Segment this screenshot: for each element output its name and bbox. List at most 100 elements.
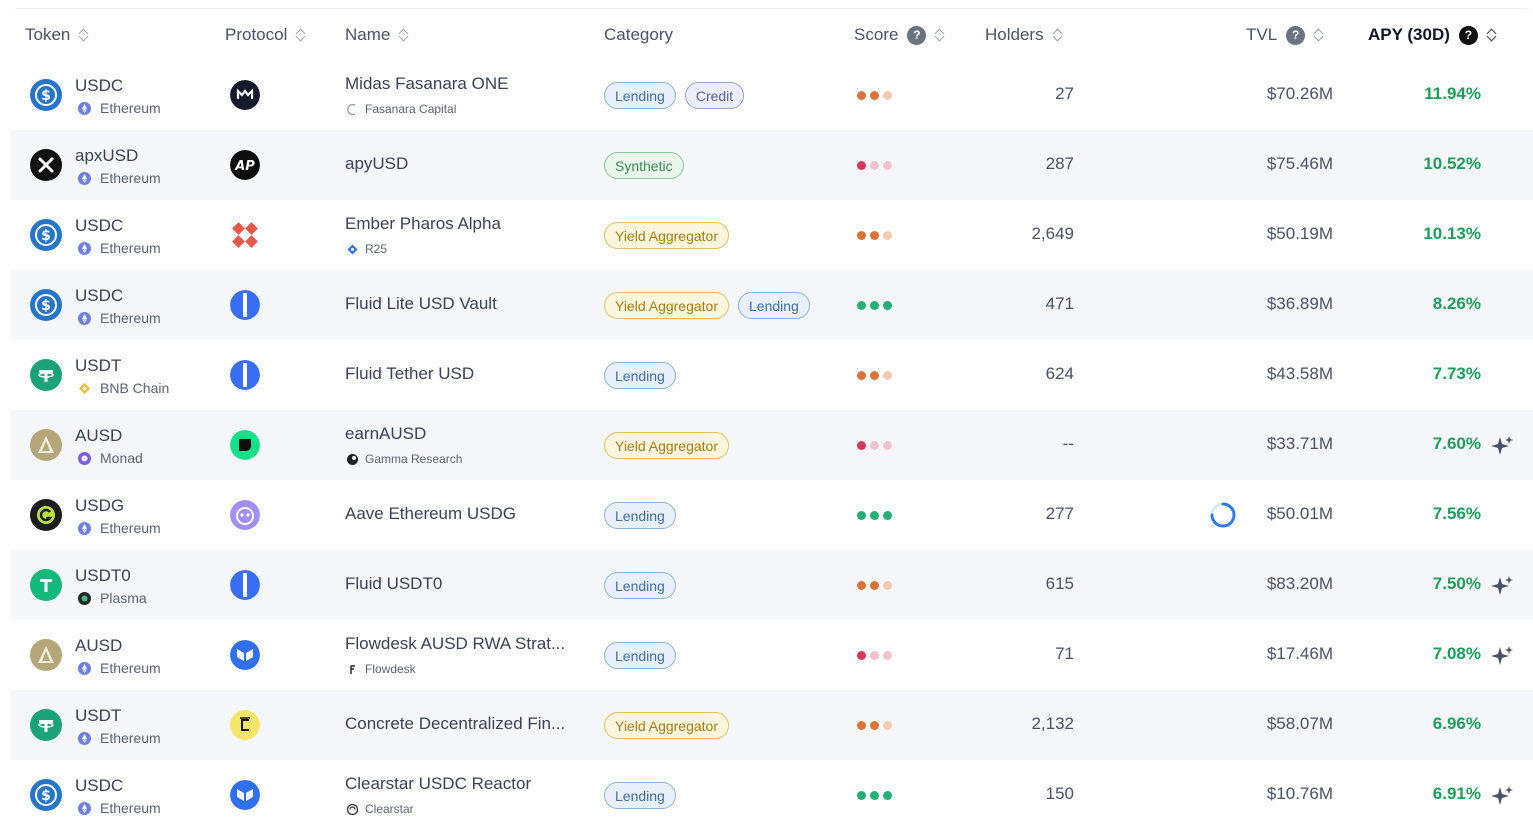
score-dot [870, 441, 879, 450]
token-chain: Ethereum [78, 730, 161, 746]
holders-value: 471 [1045, 294, 1074, 313]
apx-icon [30, 149, 62, 181]
tvl-value: $50.01M [1266, 504, 1333, 523]
curator-name: Gamma Research [365, 452, 463, 466]
category-tag[interactable]: Lending [604, 572, 676, 599]
vault-name[interactable]: Fluid Lite USD Vault [345, 294, 497, 313]
vault-name[interactable]: Ember Pharos Alpha [345, 214, 501, 233]
category-tag[interactable]: Lending [604, 782, 676, 809]
vault-name[interactable]: earnAUSD [345, 424, 427, 443]
ethereum-icon [78, 241, 91, 255]
table-row[interactable]: $ USDC Ethereum Ember Pharos Alpha R25 Yield … [10, 200, 1533, 270]
concrete-icon[interactable] [230, 710, 260, 740]
category-tag[interactable]: Credit [684, 82, 745, 109]
col-name-header[interactable]: Name [345, 9, 409, 61]
vault-curator: Fasanara Capital [347, 102, 456, 116]
table-row[interactable]: AUSD Ethereum Flowdesk AUSD RWA Strat... Fl… [10, 620, 1533, 690]
usdc-icon: $ [30, 219, 62, 251]
vault-name[interactable]: Fluid USDT0 [345, 574, 443, 593]
category-tag[interactable]: Lending [604, 502, 676, 529]
table-row[interactable]: USDT0 Plasma Fluid USDT0 Lending 615 $83.20M 7… [10, 550, 1533, 620]
table-row[interactable]: USDG Ethereum Aave Ethereum USDG Lending 277… [10, 480, 1533, 550]
table-body: $ USDC Ethereum Midas Fasanara ONE Fasanara … [10, 60, 1533, 830]
aave-icon[interactable] [230, 500, 260, 530]
col-tvl-header[interactable]: TVL? [1246, 9, 1324, 61]
fasanara-icon [347, 103, 358, 115]
col-apy-label: APY (30D) [1368, 25, 1450, 44]
help-icon[interactable]: ? [907, 25, 927, 45]
vault-name[interactable]: apyUSD [345, 154, 409, 173]
col-score-header[interactable]: Score? [854, 9, 945, 61]
table-row[interactable]: apxUSD Ethereum AP apyUSD Synthetic 287 $75.46… [10, 130, 1533, 200]
table-row[interactable]: USDT BNB Chain Fluid Tether USD Lending 624 $… [10, 340, 1533, 410]
token-symbol: USDC [75, 776, 124, 795]
clearstar-icon [346, 803, 359, 815]
gamma-icon[interactable] [230, 430, 260, 460]
sparkle-icon[interactable] [1490, 644, 1514, 668]
token-symbol: USDT [75, 706, 122, 725]
table-row[interactable]: AUSD Monad earnAUSD Gamma Research Yield Agg… [10, 410, 1533, 480]
sparkle-icon[interactable] [1490, 434, 1514, 458]
usdt-icon [30, 359, 62, 391]
apy-value: 11.94% [1424, 84, 1481, 103]
category-tag[interactable]: Lending [604, 82, 676, 109]
flowdesk-icon [347, 664, 358, 675]
score-dot [870, 581, 879, 590]
col-protocol-header[interactable]: Protocol [225, 9, 306, 61]
morpho-icon[interactable] [230, 640, 260, 670]
sparkle-icon[interactable] [1490, 784, 1514, 808]
vault-name[interactable]: Concrete Decentralized Fin... [345, 714, 566, 733]
table-row[interactable]: $ USDC Ethereum Midas Fasanara ONE Fasanara … [10, 60, 1533, 130]
category-tag[interactable]: Lending [604, 642, 676, 669]
score-dot [883, 231, 892, 240]
table-row[interactable]: $ USDC Ethereum Fluid Lite USD Vault Yield A… [10, 270, 1533, 340]
table-row[interactable]: $ USDC Ethereum Clearstar USDC Reactor Clear… [10, 760, 1533, 830]
chain-name: Ethereum [100, 170, 161, 186]
score-indicator [857, 791, 892, 800]
category-tag[interactable]: Yield Aggregator [604, 432, 729, 459]
score-dot [883, 581, 892, 590]
fluid-icon[interactable] [230, 290, 260, 320]
loading-spinner-icon [1209, 501, 1237, 529]
vault-name[interactable]: Fluid Tether USD [345, 364, 475, 383]
ausd-icon [30, 639, 62, 671]
apyx-icon[interactable]: AP [230, 150, 260, 180]
category-tag[interactable]: Yield Aggregator [604, 712, 729, 739]
sparkle-icon[interactable] [1490, 574, 1514, 598]
vault-name[interactable]: Clearstar USDC Reactor [345, 774, 532, 793]
sort-icon [399, 27, 409, 43]
help-icon[interactable]: ? [1458, 25, 1478, 45]
fluid-icon[interactable] [230, 570, 260, 600]
col-token-header[interactable]: Token [25, 9, 89, 61]
category-tag[interactable]: Lending [604, 362, 676, 389]
help-icon[interactable]: ? [1286, 25, 1306, 45]
col-apy-header[interactable]: APY (30D)? [1368, 9, 1497, 61]
category-tag[interactable]: Lending [738, 292, 810, 319]
ember-icon[interactable] [230, 220, 260, 250]
vault-name[interactable]: Aave Ethereum USDG [345, 504, 517, 523]
category-tag[interactable]: Yield Aggregator [604, 292, 729, 319]
score-dot [857, 791, 866, 800]
sort-icon [1487, 27, 1497, 43]
morpho-icon[interactable] [230, 780, 260, 810]
score-dot [883, 511, 892, 520]
fluid-icon[interactable] [230, 360, 260, 390]
vault-name[interactable]: Flowdesk AUSD RWA Strat... [345, 634, 566, 653]
tvl-value: $43.58M [1266, 364, 1333, 383]
score-indicator [857, 231, 892, 240]
bnb-icon [78, 382, 91, 395]
col-holders-header[interactable]: Holders [985, 9, 1063, 61]
vault-name[interactable]: Midas Fasanara ONE [345, 74, 509, 93]
table-row[interactable]: USDT Ethereum Concrete Decentralized Fin..… [10, 690, 1533, 760]
midas-icon[interactable] [230, 80, 260, 110]
ethereum-icon [78, 521, 91, 535]
holders-value: 277 [1045, 504, 1074, 523]
category-tag[interactable]: Yield Aggregator [604, 222, 729, 249]
category-tag[interactable]: Synthetic [604, 152, 684, 179]
category-tags: Yield Aggregator Lending [604, 292, 810, 319]
apy-value: 7.60% [1432, 434, 1481, 453]
col-protocol-label: Protocol [225, 25, 288, 44]
token-symbol: USDG [75, 496, 125, 515]
apy-value: 10.52% [1423, 154, 1481, 173]
score-dot [857, 511, 866, 520]
